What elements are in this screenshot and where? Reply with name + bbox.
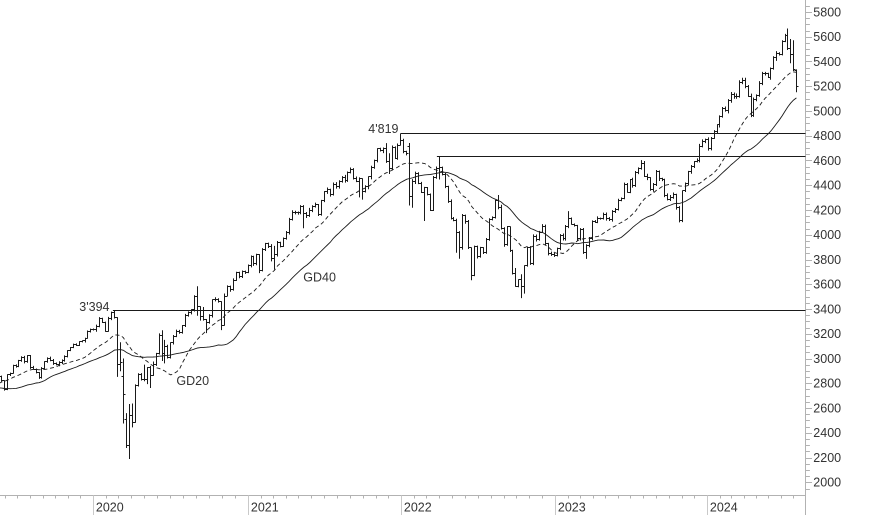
svg-text:2024: 2024: [710, 501, 738, 515]
svg-text:2800: 2800: [813, 377, 841, 391]
svg-text:2600: 2600: [813, 401, 841, 415]
svg-text:5400: 5400: [813, 55, 841, 69]
svg-text:4200: 4200: [813, 203, 841, 217]
svg-text:2200: 2200: [813, 451, 841, 465]
svg-text:5200: 5200: [813, 80, 841, 94]
svg-text:3400: 3400: [813, 302, 841, 316]
svg-text:2400: 2400: [813, 426, 841, 440]
svg-text:5000: 5000: [813, 104, 841, 118]
svg-text:2022: 2022: [404, 501, 432, 515]
svg-text:GD20: GD20: [176, 374, 209, 388]
svg-text:5600: 5600: [813, 30, 841, 44]
svg-text:GD40: GD40: [303, 271, 336, 285]
svg-text:3800: 3800: [813, 253, 841, 267]
svg-text:2021: 2021: [251, 501, 279, 515]
svg-text:5800: 5800: [813, 5, 841, 19]
svg-text:2020: 2020: [96, 501, 124, 515]
svg-text:2000: 2000: [813, 476, 841, 490]
svg-text:3000: 3000: [813, 352, 841, 366]
svg-text:4400: 4400: [813, 179, 841, 193]
svg-text:4'819: 4'819: [368, 122, 398, 136]
svg-text:3200: 3200: [813, 327, 841, 341]
svg-text:4600: 4600: [813, 154, 841, 168]
svg-text:4000: 4000: [813, 228, 841, 242]
svg-text:3600: 3600: [813, 278, 841, 292]
svg-text:3'394: 3'394: [79, 300, 109, 314]
svg-text:4800: 4800: [813, 129, 841, 143]
svg-text:2023: 2023: [558, 501, 586, 515]
